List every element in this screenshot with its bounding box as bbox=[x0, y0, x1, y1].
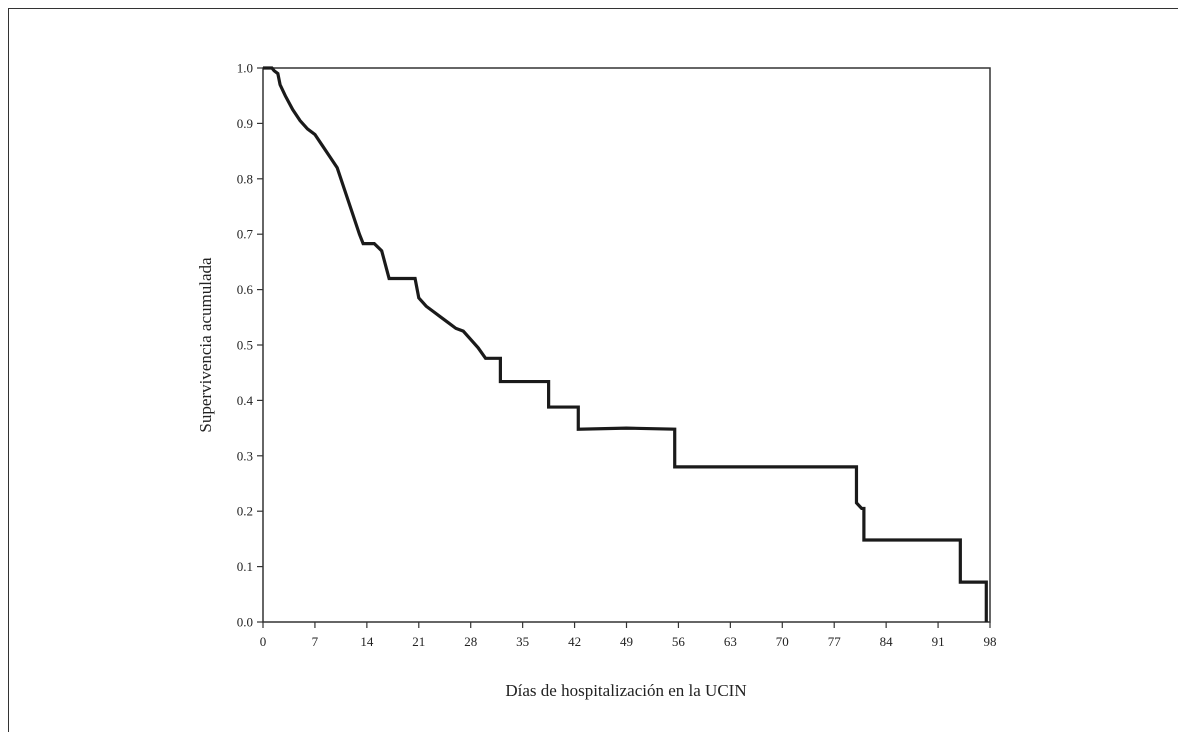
x-tick-label: 84 bbox=[880, 634, 894, 649]
y-axis-title: Supervivencia acumulada bbox=[196, 257, 215, 433]
y-tick-label: 0.6 bbox=[237, 282, 254, 297]
survival-curve bbox=[263, 66, 988, 622]
x-tick-label: 35 bbox=[516, 634, 529, 649]
x-tick-label: 14 bbox=[360, 634, 374, 649]
y-tick-label: 0.8 bbox=[237, 171, 253, 186]
y-tick-label: 0.4 bbox=[237, 393, 254, 408]
x-tick-label: 42 bbox=[568, 634, 581, 649]
y-tick-label: 0.0 bbox=[237, 615, 253, 630]
y-tick-label: 0.3 bbox=[237, 448, 253, 463]
x-tick-label: 63 bbox=[724, 634, 737, 649]
x-tick-label: 77 bbox=[828, 634, 842, 649]
figure-frame bbox=[8, 8, 1178, 732]
x-tick-label: 98 bbox=[984, 634, 997, 649]
y-tick-label: 0.1 bbox=[237, 559, 253, 574]
x-axis: 0 7 14 21 28 35 42 49 56 63 70 77 84 91 98 bbox=[260, 622, 997, 649]
x-tick-label: 28 bbox=[464, 634, 477, 649]
x-axis-title: Días de hospitalización en la UCIN bbox=[505, 681, 746, 700]
y-axis: 0.0 0.1 0.2 0.3 0.4 0.5 0.6 0.7 0.8 0.9 1.0 bbox=[237, 61, 263, 630]
y-tick-label: 0.2 bbox=[237, 504, 253, 519]
y-tick-label: 0.9 bbox=[237, 116, 253, 131]
x-tick-label: 7 bbox=[312, 634, 319, 649]
x-tick-label: 49 bbox=[620, 634, 633, 649]
x-tick-label: 70 bbox=[776, 634, 789, 649]
y-tick-label: 0.7 bbox=[237, 227, 254, 242]
x-tick-label: 21 bbox=[412, 634, 425, 649]
y-tick-label: 0.5 bbox=[237, 338, 253, 353]
y-tick-label: 1.0 bbox=[237, 61, 253, 76]
x-tick-label: 0 bbox=[260, 634, 267, 649]
x-tick-label: 56 bbox=[672, 634, 686, 649]
x-tick-label: 91 bbox=[932, 634, 945, 649]
